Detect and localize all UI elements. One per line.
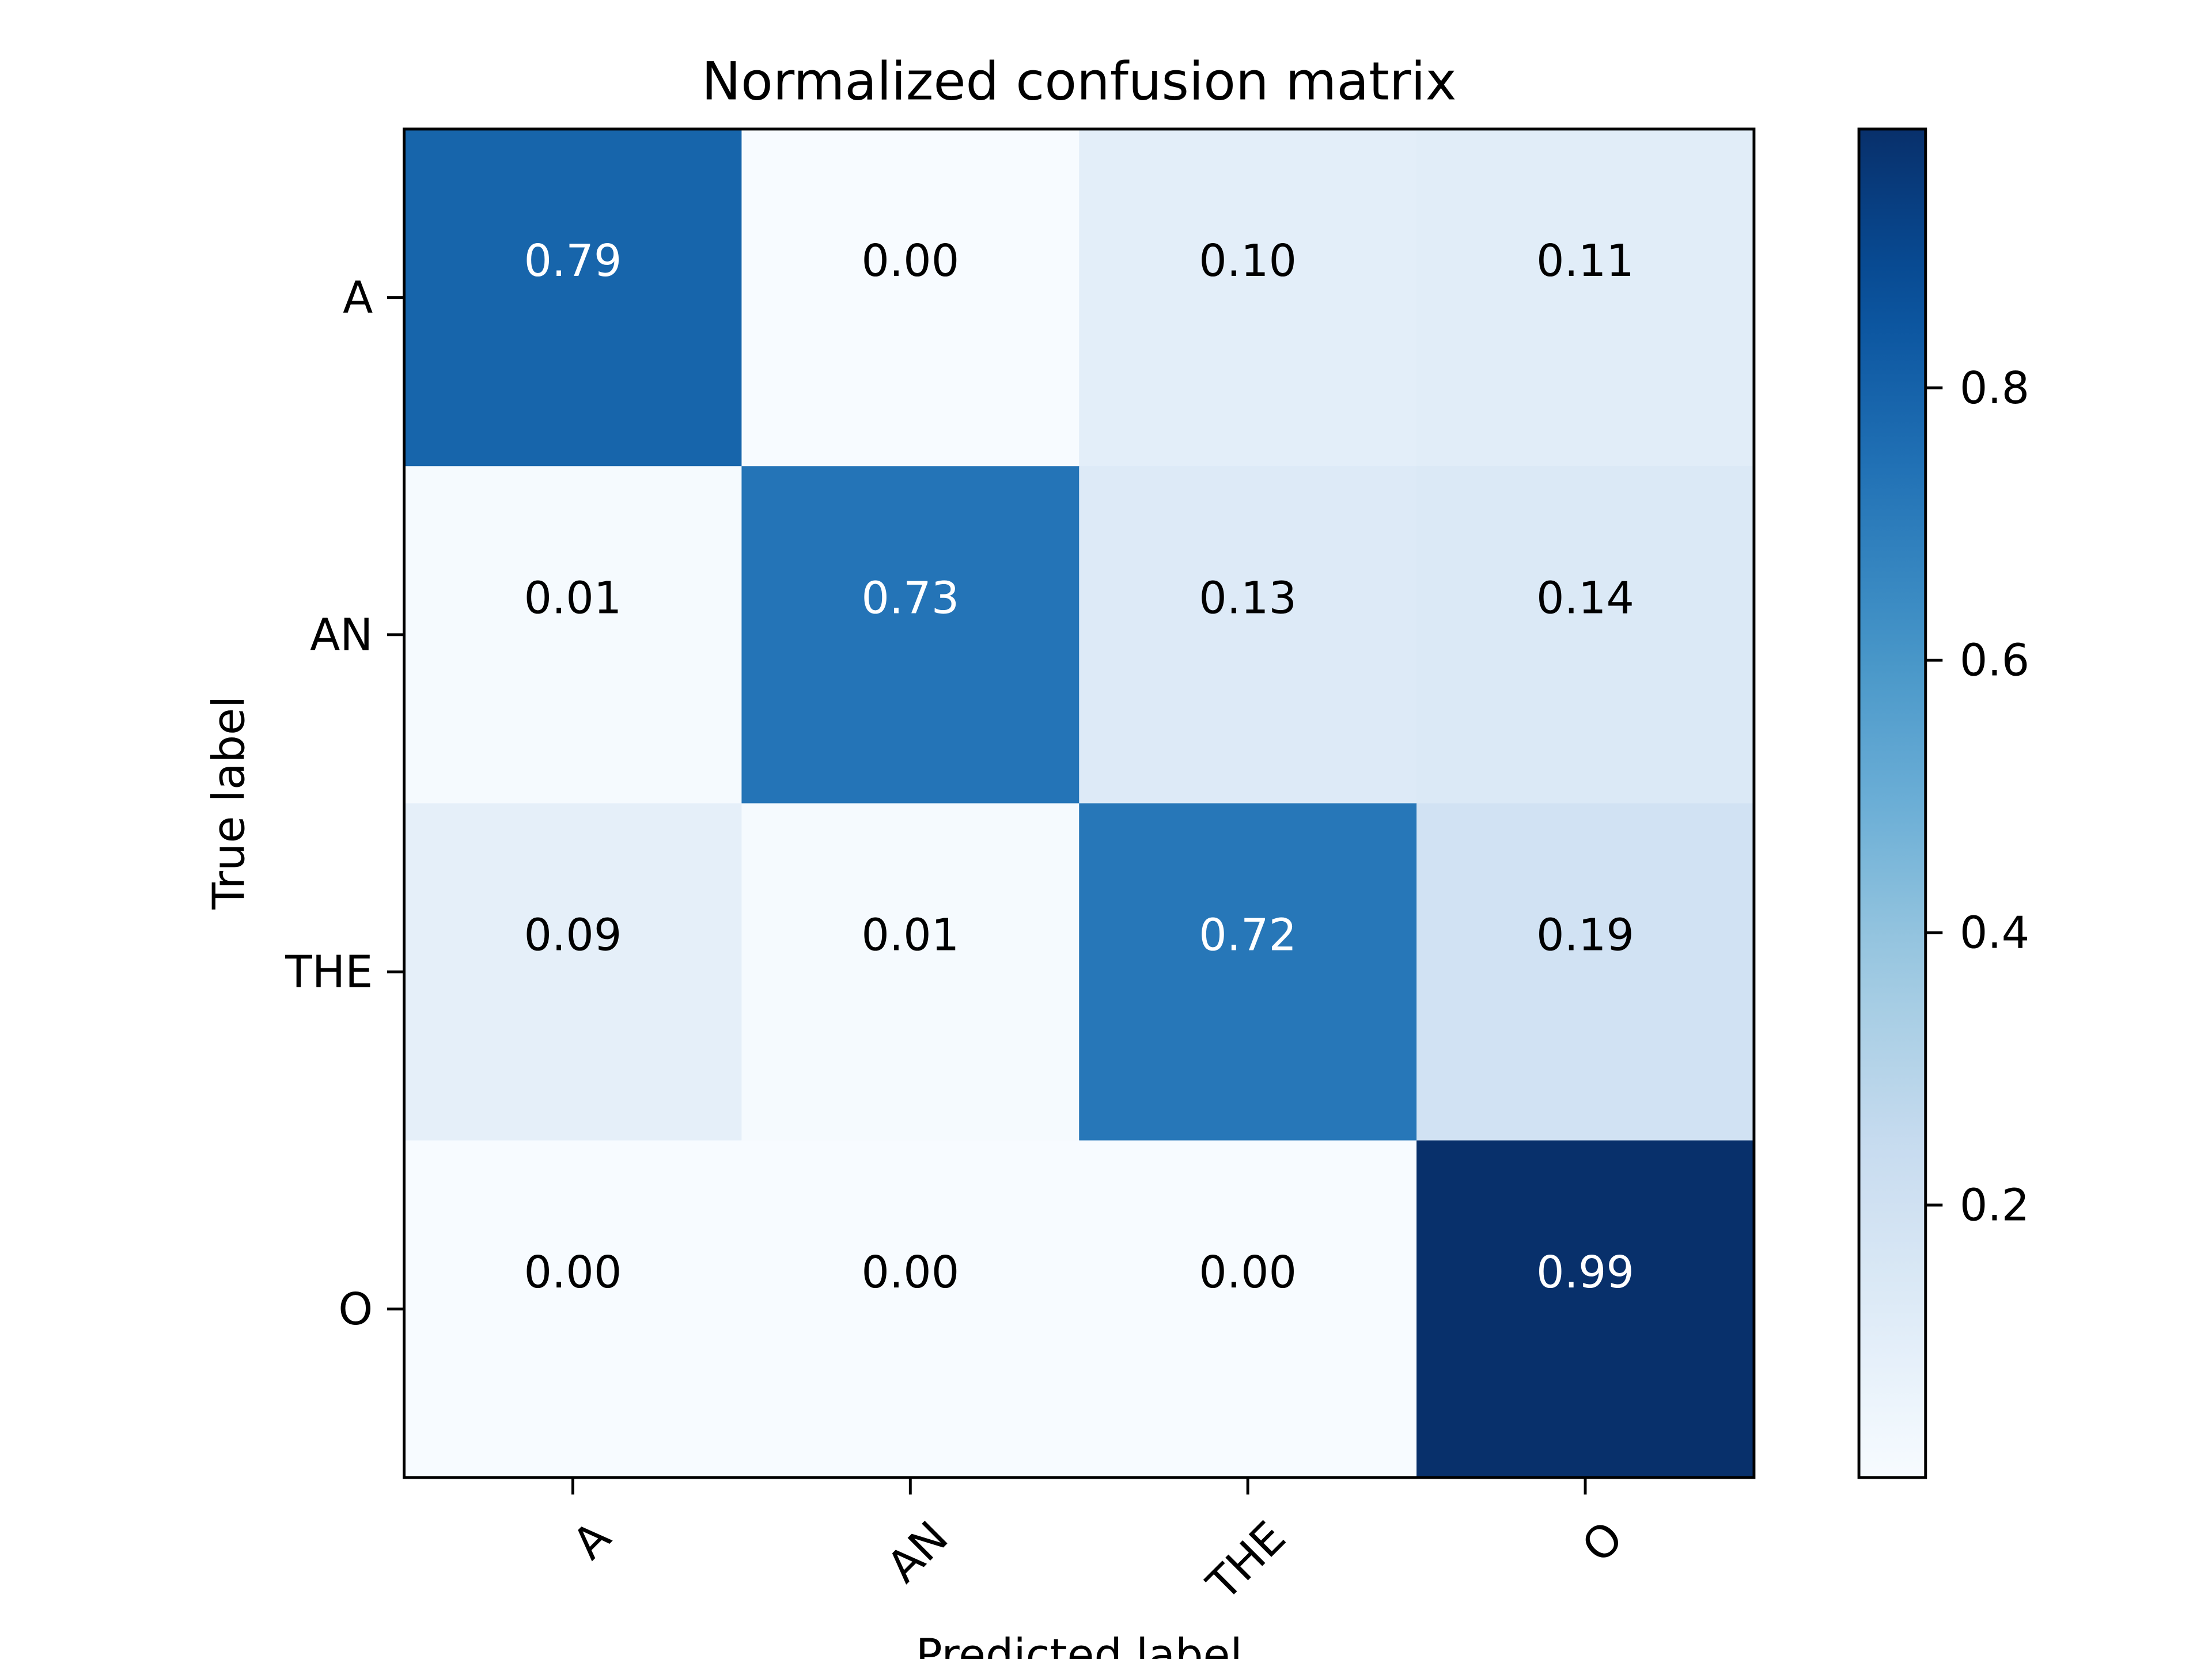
cell-value-label: 0.11: [1536, 235, 1634, 286]
colorbar-tick-label: 0.4: [1960, 907, 2029, 959]
cell-value-label: 0.00: [861, 235, 959, 286]
y-tick-label: THE: [285, 946, 373, 998]
y-axis-ticks: A AN THE O: [285, 272, 404, 1335]
heatmap-cell: [741, 803, 1080, 1141]
cell-value-label: 0.99: [1536, 1247, 1634, 1298]
heatmap-cell: [1416, 1140, 1755, 1479]
cell-value-label: 0.73: [861, 572, 959, 623]
x-axis-label: Predicted label: [916, 1630, 1243, 1659]
cell-value-label: 0.10: [1199, 235, 1297, 286]
heatmap-cell: [1079, 803, 1418, 1141]
heatmap-cell: [1416, 129, 1755, 467]
x-tick-label: AN: [877, 1512, 958, 1592]
x-tick-label: A: [563, 1512, 620, 1569]
cell-value-label: 0.79: [524, 235, 622, 286]
y-axis-label: True label: [203, 696, 254, 910]
cell-value-label: 0.72: [1199, 910, 1297, 961]
cell-value-label: 0.19: [1536, 910, 1634, 961]
cell-value-label: 0.00: [524, 1247, 622, 1298]
cell-value-label: 0.01: [861, 910, 959, 961]
heatmap-cell: [741, 466, 1080, 804]
heatmap-cell: [1079, 1140, 1418, 1479]
heatmap-cell: [404, 129, 743, 467]
heatmap-cell: [404, 1140, 743, 1479]
cell-value-label: 0.01: [524, 572, 622, 623]
heatmap-cell: [1416, 803, 1755, 1141]
plot-frame: [403, 127, 1756, 1479]
heatmap-cell: [741, 1140, 1080, 1479]
heatmap-cell: [741, 129, 1080, 467]
colorbar-tick-label: 0.6: [1960, 635, 2029, 686]
y-tick-label: AN: [310, 609, 373, 660]
colorbar: [1857, 127, 1927, 1479]
cell-value-label: 0.13: [1199, 572, 1297, 623]
heatmap-cell: [1079, 129, 1418, 467]
heatmap-cells: [404, 129, 1755, 1479]
heatmap-cell: [1416, 466, 1755, 804]
colorbar-ticks: 0.2 0.4 0.6 0.8: [1925, 362, 2029, 1231]
x-tick-label: THE: [1196, 1512, 1295, 1610]
colorbar-tick-label: 0.2: [1960, 1180, 2029, 1231]
colorbar-tick-label: 0.8: [1960, 362, 2029, 414]
cell-value-label: 0.00: [1199, 1247, 1297, 1298]
y-tick-label: O: [338, 1283, 373, 1335]
cell-value-label: 0.09: [524, 910, 622, 961]
heatmap-cell: [404, 803, 743, 1141]
cell-value-label: 0.00: [861, 1247, 959, 1298]
heatmap-cell: [404, 466, 743, 804]
x-tick-label: O: [1572, 1512, 1633, 1572]
chart-title: Normalized confusion matrix: [702, 51, 1457, 112]
heatmap-cell: [1079, 466, 1418, 804]
cell-value-label: 0.14: [1536, 572, 1634, 623]
x-axis-ticks: A AN THE O: [563, 1477, 1633, 1610]
y-tick-label: A: [343, 272, 373, 323]
cell-labels: 0.79 0.00 0.10 0.11 0.01 0.73 0.13 0.14 0.09 0.01…: [524, 235, 1634, 1298]
